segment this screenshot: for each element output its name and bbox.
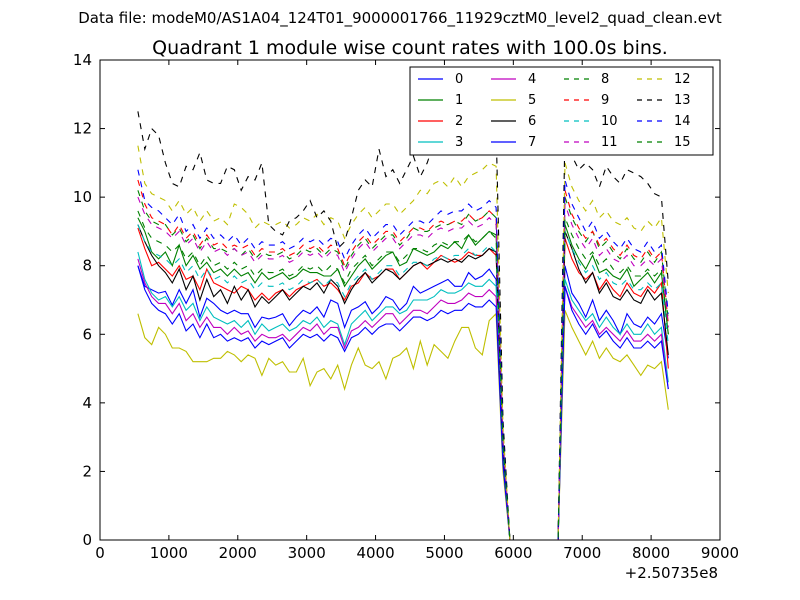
y-tick-label: 6 xyxy=(82,325,92,343)
y-tick-label: 4 xyxy=(82,394,92,412)
x-tick-label: 8000 xyxy=(632,544,670,562)
series-line-12 xyxy=(137,145,669,541)
y-tick-label: 10 xyxy=(73,188,92,206)
legend-label-0: 0 xyxy=(455,72,463,87)
axes-frame xyxy=(99,59,721,541)
y-tick-label: 12 xyxy=(73,120,92,138)
series-line-15 xyxy=(137,210,669,541)
legend-label-1: 1 xyxy=(455,93,463,108)
legend-box xyxy=(409,66,714,156)
legend-label-14: 14 xyxy=(674,114,691,129)
x-offset-label: +2.50735e8 xyxy=(625,564,718,582)
series-line-5 xyxy=(137,310,669,541)
series-line-10 xyxy=(137,224,669,541)
x-tick-label: 2000 xyxy=(219,544,257,562)
series-line-8 xyxy=(137,190,669,541)
x-tick-label: 4000 xyxy=(356,544,394,562)
series-line-7 xyxy=(137,265,669,541)
legend-label-8: 8 xyxy=(601,72,609,87)
series-line-3 xyxy=(137,251,669,541)
legend-label-4: 4 xyxy=(528,72,536,87)
legend-label-6: 6 xyxy=(528,114,536,129)
data-file-label: Data file: modeM0/AS1A04_124T01_90000017… xyxy=(78,9,722,28)
x-tick-label: 9000 xyxy=(701,544,739,562)
legend-label-10: 10 xyxy=(601,114,618,129)
series-line-13 xyxy=(137,111,669,541)
legend-label-2: 2 xyxy=(455,114,463,129)
legend-label-7: 7 xyxy=(528,135,536,150)
x-tick-label: 5000 xyxy=(425,544,463,562)
series-line-9 xyxy=(137,179,669,541)
legend-label-15: 15 xyxy=(674,135,691,150)
series-line-4 xyxy=(137,258,669,541)
series-group xyxy=(137,111,669,541)
series-line-6 xyxy=(137,224,669,541)
legend-label-5: 5 xyxy=(528,93,536,108)
series-line-14 xyxy=(137,169,669,541)
series-line-1 xyxy=(137,217,669,541)
chart-title: Quadrant 1 module wise count rates with … xyxy=(152,37,668,59)
x-tick-label: 3000 xyxy=(288,544,326,562)
y-tick-label: 8 xyxy=(82,257,92,275)
legend-label-13: 13 xyxy=(674,93,691,108)
x-tick-label: 7000 xyxy=(563,544,601,562)
x-tick-label: 1000 xyxy=(150,544,188,562)
y-tick-label: 14 xyxy=(73,51,92,69)
legend-label-12: 12 xyxy=(674,72,691,87)
series-line-11 xyxy=(137,196,669,541)
series-line-0 xyxy=(137,265,669,541)
y-tick-label: 0 xyxy=(82,531,92,549)
legend-label-11: 11 xyxy=(601,135,618,150)
y-tick-label: 2 xyxy=(82,462,92,480)
x-tick-label: 0 xyxy=(95,544,105,562)
legend-label-3: 3 xyxy=(455,135,463,150)
x-tick-label: 6000 xyxy=(494,544,532,562)
legend-label-9: 9 xyxy=(601,93,609,108)
axes: 0 1000 2000 3000 4000 5000 6000 7000 8000 9000 0 2 4… xyxy=(73,51,739,562)
